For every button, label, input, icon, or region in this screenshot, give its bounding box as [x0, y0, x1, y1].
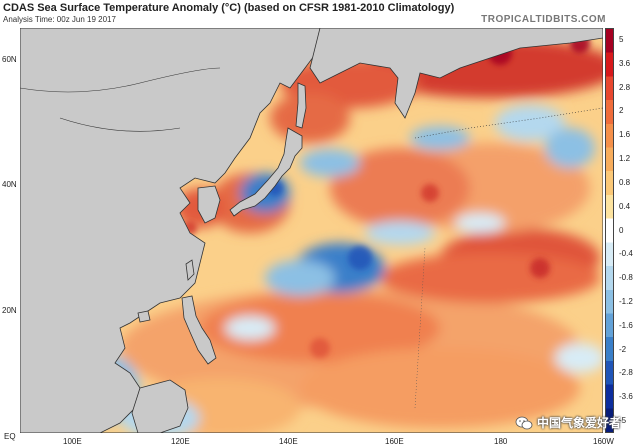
watermark-text: 中国气象爱好者 — [537, 416, 622, 430]
land-philippines — [181, 295, 217, 365]
color-scale-label: 0 — [619, 225, 624, 235]
lon-tick-160e: 160E — [385, 437, 404, 446]
lon-tick-140e: 140E — [279, 437, 298, 446]
color-scale-label: -0.8 — [619, 273, 633, 283]
color-scale-label: 2 — [619, 106, 624, 116]
color-scale-label: 3.6 — [619, 58, 631, 68]
land-kamchatka — [309, 28, 603, 119]
anomaly-field — [30, 38, 603, 433]
lat-tick-20n: 20N — [2, 306, 17, 315]
land-asia — [20, 28, 321, 433]
lat-tick-40n: 40N — [2, 180, 17, 189]
color-scale-label: -3.6 — [619, 392, 633, 402]
wechat-icon — [515, 416, 533, 429]
lat-tick-60n: 60N — [2, 55, 17, 64]
color-scale-label: -5 — [619, 416, 627, 426]
color-scale-label: -2.8 — [619, 368, 633, 378]
land-japan — [229, 127, 303, 217]
color-scale-label: -2 — [619, 344, 627, 354]
analysis-time: Analysis Time: 00z Jun 19 2017 — [3, 15, 116, 24]
brand-text: TROPICALTIDBITS.COM — [481, 14, 606, 25]
color-scale-label: 1.6 — [619, 130, 631, 140]
color-scale-bar — [605, 28, 614, 433]
land-taiwan — [185, 259, 195, 281]
watermark: 中国气象爱好者 — [515, 414, 621, 431]
lon-tick-120e: 120E — [171, 437, 190, 446]
dateline — [414, 107, 603, 139]
lat-tick-eq: EQ — [4, 432, 16, 441]
color-scale-label: -1.6 — [619, 320, 633, 330]
color-scale-label: 1.2 — [619, 154, 631, 164]
sst-anomaly-map — [20, 28, 603, 433]
color-scale-label: 0.8 — [619, 177, 631, 187]
color-scale-label: 5 — [619, 34, 624, 44]
color-scale-label: 2.8 — [619, 82, 631, 92]
lon-tick-100e: 100E — [63, 437, 82, 446]
color-scale-label: -0.4 — [619, 249, 633, 259]
color-scale-label: -1.2 — [619, 296, 633, 306]
color-scale-label: 0.4 — [619, 201, 631, 211]
map-title: CDAS Sea Surface Temperature Anomaly (°C… — [3, 2, 455, 14]
land-hainan — [137, 310, 151, 323]
lon-tick-160w: 160W — [593, 437, 614, 446]
land-borneo — [131, 379, 189, 433]
lon-tick-180: 180 — [494, 437, 508, 446]
land-korea — [197, 185, 221, 224]
land-sakhalin — [295, 82, 307, 129]
